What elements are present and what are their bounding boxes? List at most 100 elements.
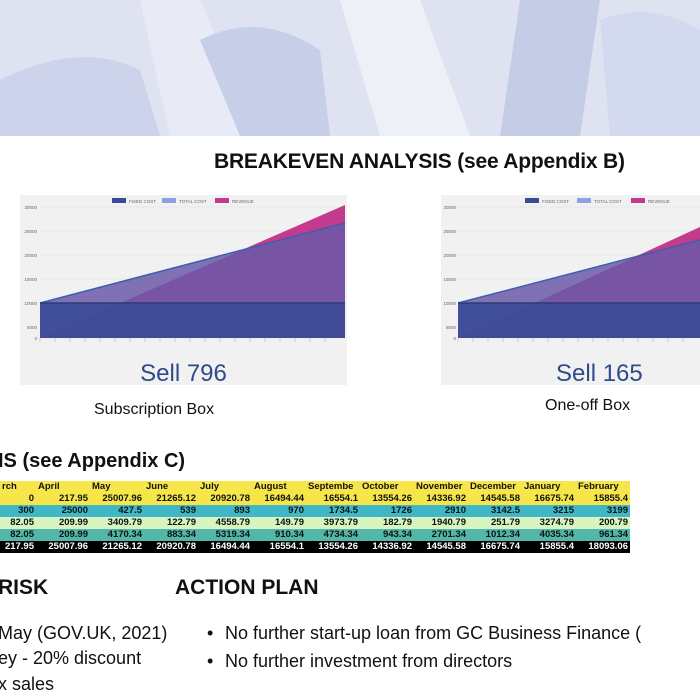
table-cell: 217.95 bbox=[36, 493, 90, 505]
x-tick-marks bbox=[457, 338, 684, 342]
legend-label-fixed-cost: FIXED COST bbox=[129, 199, 156, 204]
legend-label-total-cost: TOTAL COST bbox=[179, 199, 207, 204]
table-row: 82.05 209.99 4170.34 883.34 5319.34 910.34 … bbox=[0, 529, 630, 541]
table-cell: 182.79 bbox=[360, 517, 414, 529]
month-header: April bbox=[36, 481, 90, 493]
y-tick-label: 25000 bbox=[24, 229, 37, 234]
fixed-cost-area bbox=[458, 303, 700, 338]
legend-label-revenue: REVENUE bbox=[232, 199, 254, 204]
table-cell: 13554.26 bbox=[306, 541, 360, 553]
abstract-banner-graphic bbox=[0, 0, 700, 136]
header-banner-image bbox=[0, 0, 700, 136]
y-tick-label: 20000 bbox=[24, 253, 37, 258]
table-cell: 82.05 bbox=[0, 517, 36, 529]
table-cell: 200.79 bbox=[576, 517, 630, 529]
y-tick-label: 0 bbox=[34, 336, 37, 341]
y-tick-label: 25000 bbox=[443, 229, 456, 234]
table-cell: 25000 bbox=[36, 505, 90, 517]
action-plan-item: • No further start-up loan from GC Busine… bbox=[207, 623, 641, 644]
risk-line: May (GOV.UK, 2021) bbox=[0, 623, 168, 643]
table-cell: 20920.78 bbox=[198, 493, 252, 505]
month-header: December bbox=[468, 481, 522, 493]
action-plan-heading: ACTION PLAN bbox=[175, 576, 319, 599]
table-cell: 15855.4 bbox=[576, 493, 630, 505]
table-cell: 209.99 bbox=[36, 529, 90, 541]
chart-legend: FIXED COST TOTAL COST REVENUE bbox=[112, 198, 254, 204]
chart-caption-one-off: One-off Box bbox=[545, 397, 631, 414]
risk-heading: RISK bbox=[0, 576, 49, 599]
table-cell: 209.99 bbox=[36, 517, 90, 529]
y-tick-label: 30000 bbox=[443, 205, 456, 210]
table-cell: 3973.79 bbox=[306, 517, 360, 529]
table-cell: 883.34 bbox=[144, 529, 198, 541]
breakeven-chart-one-off: FIXED COST TOTAL COST REVENUE 30000 2500… bbox=[441, 195, 700, 387]
legend-swatch-fixed-cost bbox=[112, 198, 126, 203]
table-cell: 16675.74 bbox=[522, 493, 576, 505]
legend-swatch-total-cost bbox=[162, 198, 176, 203]
legend-label-total-cost: TOTAL COST bbox=[594, 199, 622, 204]
chart-caption-subscription: Subscription Box bbox=[94, 401, 215, 418]
legend-swatch-fixed-cost bbox=[525, 198, 539, 203]
chart-svg-subscription: FIXED COST TOTAL COST REVENUE 30000 2500… bbox=[24, 198, 346, 342]
table-cell: 14336.92 bbox=[414, 493, 468, 505]
table-cell: 3199 bbox=[576, 505, 630, 517]
table-cell: 1940.79 bbox=[414, 517, 468, 529]
total-cost-line bbox=[457, 239, 700, 304]
cashflow-heading: IS (see Appendix C) bbox=[0, 450, 186, 472]
table-cell: 16494.44 bbox=[198, 541, 252, 553]
legend-swatch-revenue bbox=[631, 198, 645, 203]
month-header: rch bbox=[0, 481, 36, 493]
table-cell: 3274.79 bbox=[522, 517, 576, 529]
action-plan-item: • No further investment from directors bbox=[207, 651, 512, 672]
table-cell: 149.79 bbox=[252, 517, 306, 529]
table-cell: 2910 bbox=[414, 505, 468, 517]
y-tick-label: 15000 bbox=[443, 277, 456, 282]
table-cell: 1726 bbox=[360, 505, 414, 517]
table-cell: 14336.92 bbox=[360, 541, 414, 553]
legend-swatch-revenue bbox=[215, 198, 229, 203]
table-cell: 3409.79 bbox=[90, 517, 144, 529]
table-cell: 893 bbox=[198, 505, 252, 517]
y-tick-label: 30000 bbox=[24, 205, 37, 210]
action-plan-item-text: No further investment from directors bbox=[225, 651, 513, 671]
risk-line: ey - 20% discount bbox=[0, 648, 142, 668]
breakeven-heading: BREAKEVEN ANALYSIS (see Appendix B) bbox=[214, 150, 625, 173]
table-cell: 4170.34 bbox=[90, 529, 144, 541]
month-header: August bbox=[252, 481, 306, 493]
table-cell: 21265.12 bbox=[144, 493, 198, 505]
month-header: October bbox=[360, 481, 414, 493]
table-cell: 3142.5 bbox=[468, 505, 522, 517]
table-cell: 4035.34 bbox=[522, 529, 576, 541]
y-tick-label: 0 bbox=[453, 336, 456, 341]
table-cell: 961.34 bbox=[576, 529, 630, 541]
chart-legend: FIXED COST TOTAL COST REVENUE bbox=[525, 198, 670, 204]
table-cell: 943.34 bbox=[360, 529, 414, 541]
table-cell: 3215 bbox=[522, 505, 576, 517]
table-cell: 16675.74 bbox=[468, 541, 522, 553]
action-plan-item-text: No further start-up loan from GC Busines… bbox=[225, 623, 642, 643]
month-header: January bbox=[522, 481, 576, 493]
table-cell: 5319.34 bbox=[198, 529, 252, 541]
table-cell: 16554.1 bbox=[306, 493, 360, 505]
table-cell: 14545.58 bbox=[468, 493, 522, 505]
table-cell: 970 bbox=[252, 505, 306, 517]
table-cell: 16494.44 bbox=[252, 493, 306, 505]
legend-label-revenue: REVENUE bbox=[648, 199, 670, 204]
table-cell: 25007.96 bbox=[36, 541, 90, 553]
table-row: 217.95 25007.96 21265.12 20920.78 16494.44… bbox=[0, 541, 630, 553]
y-tick-label: 15000 bbox=[24, 277, 37, 282]
month-header: July bbox=[198, 481, 252, 493]
y-tick-label: 20000 bbox=[443, 253, 456, 258]
month-header: June bbox=[144, 481, 198, 493]
table-row: 0 217.95 25007.96 21265.12 20920.78 16494.4… bbox=[0, 493, 630, 505]
cashflow-table: rch April May June July August Septembe … bbox=[0, 481, 630, 553]
table-cell: 217.95 bbox=[0, 541, 36, 553]
table-cell: 13554.26 bbox=[360, 493, 414, 505]
legend-label-fixed-cost: FIXED COST bbox=[542, 199, 569, 204]
table-cell: 1734.5 bbox=[306, 505, 360, 517]
table-cell: 15855.4 bbox=[522, 541, 576, 553]
sell-quantity-label: Sell 165 bbox=[556, 360, 643, 387]
sell-quantity-label: Sell 796 bbox=[140, 360, 227, 387]
table-row: 82.05 209.99 3409.79 122.79 4558.79 149.79 … bbox=[0, 517, 630, 529]
y-tick-label: 5000 bbox=[446, 325, 457, 330]
